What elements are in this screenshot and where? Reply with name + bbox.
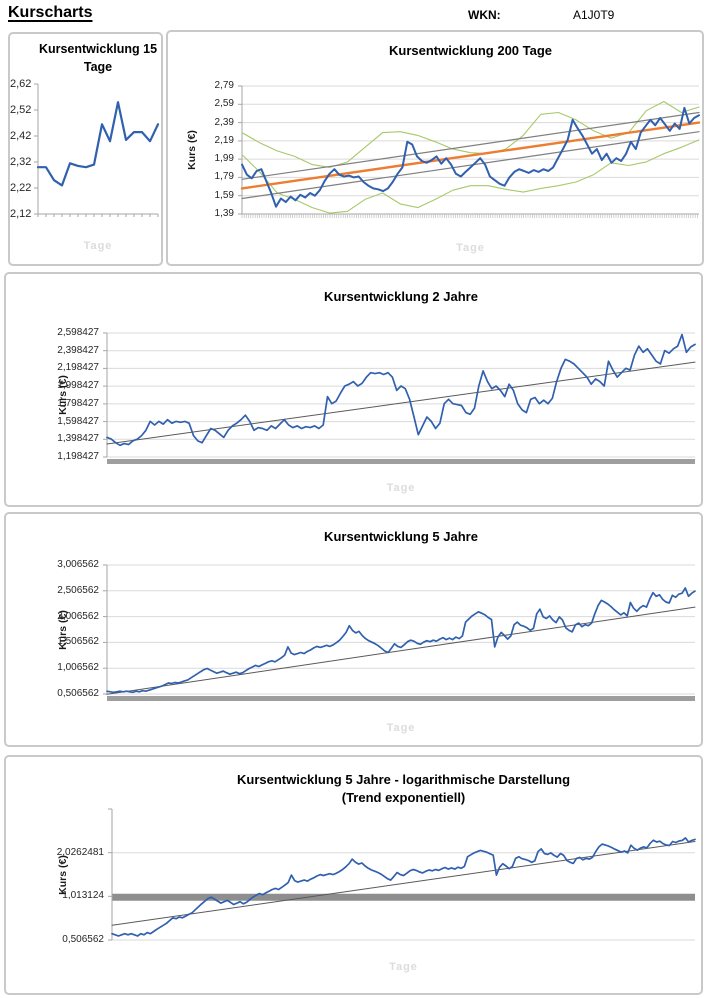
y-tick-label: 2,42 bbox=[10, 130, 32, 142]
y-tick-label: 2,52 bbox=[10, 104, 32, 116]
y-tick-label: 2,22 bbox=[10, 182, 32, 194]
trend-line bbox=[240, 121, 701, 190]
y-tick-label: 1,998427 bbox=[57, 380, 99, 392]
chart-panel-5-jahre: Kursentwicklung 5 Jahre Kurs (€) 3,00656… bbox=[4, 512, 703, 747]
x-axis-label: Tage bbox=[389, 961, 418, 973]
chart-panel-2-jahre: Kursentwicklung 2 Jahre Kurs (€) 2,59842… bbox=[4, 272, 703, 507]
y-tick-label: 2,39 bbox=[214, 116, 234, 128]
kurs-line bbox=[36, 101, 160, 187]
plot-area bbox=[103, 332, 696, 464]
kurs-line bbox=[106, 333, 696, 447]
y-tick-label: 0,506562 bbox=[57, 688, 99, 699]
channel-lower-line bbox=[241, 131, 700, 200]
y-tick-label: 1,79 bbox=[214, 171, 234, 183]
kurs-line bbox=[241, 106, 700, 208]
chart-title: Kursentwicklung 200 Tage bbox=[388, 43, 553, 58]
wkn-label: WKN: bbox=[468, 8, 501, 22]
y-tick-label: 2,0262481 bbox=[56, 846, 104, 858]
y-tick-label: 2,198427 bbox=[57, 362, 99, 374]
y-tick-label: 1,398427 bbox=[57, 433, 99, 445]
y-tick-label: 2,79 bbox=[214, 80, 234, 91]
y-tick-label: 1,598427 bbox=[57, 415, 99, 427]
y-tick-label: 1,59 bbox=[214, 189, 234, 201]
kurs-line bbox=[111, 837, 696, 937]
y-tick-label: 2,398427 bbox=[57, 344, 99, 356]
bollinger-upper-line bbox=[241, 100, 700, 168]
y-tick-label: 2,19 bbox=[214, 134, 234, 146]
plot-area bbox=[34, 83, 160, 217]
y-tick-label: 2,59 bbox=[214, 98, 234, 110]
plot-area bbox=[238, 85, 701, 218]
y-tick-label: 2,598427 bbox=[57, 327, 99, 338]
chart-panel-5-jahre-log: Kursentwicklung 5 Jahre - logarithmische… bbox=[4, 755, 703, 995]
y-axis-title: Kurs (€) bbox=[57, 854, 69, 895]
trend-exponentiell-line bbox=[111, 841, 696, 926]
x-axis-label: Tage bbox=[83, 240, 113, 252]
page-title: Kurscharts bbox=[8, 4, 93, 21]
chart-title: Kursentwicklung 2 Jahre bbox=[324, 289, 478, 304]
trend-line bbox=[106, 361, 696, 445]
y-tick-label: 3,006562 bbox=[57, 559, 99, 570]
y-tick-label: 1,006562 bbox=[57, 662, 99, 674]
trend-line bbox=[106, 606, 696, 695]
plot-area bbox=[108, 808, 696, 941]
y-tick-label: 2,12 bbox=[10, 208, 32, 220]
plot-area bbox=[103, 564, 696, 701]
wkn-value: A1J0T9 bbox=[573, 8, 615, 22]
y-tick-label: 1,99 bbox=[214, 153, 234, 165]
y-tick-label: 2,006562 bbox=[57, 610, 99, 622]
y-tick-label: 1,506562 bbox=[57, 636, 99, 648]
y-tick-label: 2,32 bbox=[10, 156, 32, 168]
chart-subtitle: (Trend exponentiell) bbox=[341, 790, 466, 805]
y-tick-label: 1,798427 bbox=[57, 397, 99, 409]
chart-title: Kursentwicklung 5 Jahre - logarithmische… bbox=[236, 772, 571, 787]
y-tick-label: 1,39 bbox=[214, 208, 234, 219]
chart-panel-200-tage: Kursentwicklung 200 Tage Kurs (€) 2,79 2,… bbox=[166, 30, 704, 266]
chart-title: Kursentwicklung 15 Tage bbox=[38, 42, 158, 74]
x-axis-label: Tage bbox=[386, 722, 416, 734]
x-axis-label: Tage bbox=[386, 482, 416, 494]
channel-upper-line bbox=[241, 111, 700, 180]
chart-panel-15-tage: Kursentwicklung 15 Tage 2,62 2,52 2,42 2,32… bbox=[8, 32, 163, 266]
bollinger-lower-line bbox=[241, 139, 700, 214]
y-tick-label: 2,506562 bbox=[57, 584, 99, 596]
y-tick-label: 0,506562 bbox=[62, 934, 104, 945]
y-tick-label: 2,62 bbox=[10, 78, 32, 90]
y-tick-label: 1,013124 bbox=[62, 890, 104, 902]
chart-title: Kursentwicklung 5 Jahre bbox=[324, 529, 478, 544]
kurs-line bbox=[106, 587, 696, 694]
y-tick-label: 1,198427 bbox=[57, 451, 99, 462]
x-axis-label: Tage bbox=[456, 242, 485, 254]
